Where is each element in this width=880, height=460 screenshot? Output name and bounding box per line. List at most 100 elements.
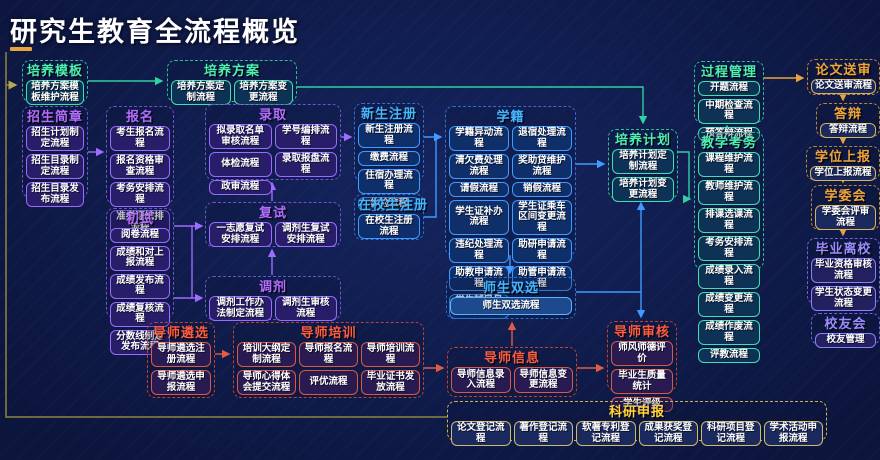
- flow-item[interactable]: 成绩复核流程: [110, 301, 170, 327]
- group-items-dslx: 导师遴选注册流程 导师遴选申报流程: [151, 342, 211, 395]
- flow-item[interactable]: 培养计划变更流程: [612, 177, 674, 202]
- flow-item[interactable]: 请假流程: [449, 182, 509, 197]
- flow-item[interactable]: 成绩作废流程: [698, 320, 760, 345]
- flow-item[interactable]: 销假流程: [512, 182, 572, 197]
- flow-item[interactable]: 导师遴选申报流程: [151, 370, 211, 395]
- flow-item[interactable]: 成果获奖登记流程: [638, 421, 698, 446]
- group-items-xwsb: 学位上报流程: [810, 166, 876, 181]
- flow-item[interactable]: 在校生注册流程: [358, 214, 420, 239]
- flow-item[interactable]: 考务安排流程: [110, 182, 170, 207]
- flow-item[interactable]: 培养方案变更流程: [233, 80, 293, 105]
- flow-item[interactable]: 导师信息变更流程: [513, 367, 573, 393]
- flow-item[interactable]: 清欠费处理流程: [449, 154, 509, 179]
- flow-item[interactable]: 软著专利登记流程: [576, 421, 636, 446]
- flow-item[interactable]: 学生证乘车区间变更流程: [512, 199, 572, 235]
- group-bylx: 毕业离校 毕业资格审核流程 学生状态变更流程: [807, 238, 880, 311]
- flow-item[interactable]: 毕业证书发放流程: [361, 370, 420, 395]
- group-zxszc: 在校生注册 在校生注册流程: [354, 194, 427, 240]
- flow-item[interactable]: 毕业生质量统计: [611, 369, 673, 394]
- flow-item[interactable]: 成绩录入流程: [698, 264, 760, 289]
- flow-item[interactable]: 考生报名流程: [110, 126, 170, 151]
- flow-item[interactable]: 助管申请流程: [512, 266, 572, 291]
- flow-item[interactable]: 招生目录发布流程: [26, 182, 84, 207]
- flow-item[interactable]: 校友管理: [815, 333, 876, 348]
- flow-item[interactable]: 住宿办理流程: [358, 168, 420, 194]
- flow-item[interactable]: 退宿处理流程: [512, 126, 572, 151]
- flow-item[interactable]: 答辩流程: [820, 123, 876, 138]
- group-items-pyjh: 培养计划定制流程 培养计划变更流程: [612, 149, 674, 202]
- flow-item[interactable]: 开题流程: [698, 81, 760, 96]
- flow-item[interactable]: 违纪处理流程: [449, 238, 509, 263]
- group-items-jxkw: 课程维护流程 教师维护流程 排课选课流程 考务安排流程 成绩录入流程 成绩变更流程 成绩作废…: [698, 152, 760, 363]
- flow-item[interactable]: 报名资格审查流程: [110, 154, 170, 179]
- flow-item[interactable]: 导师遴选注册流程: [151, 342, 211, 367]
- flow-item[interactable]: 师生双选流程: [450, 297, 572, 315]
- group-items-zsjz: 招生计划制定流程 招生目录制定流程 招生目录发布流程: [26, 126, 84, 207]
- flow-item[interactable]: 考务安排流程: [698, 236, 760, 261]
- flow-item[interactable]: 科研项目登记流程: [701, 421, 761, 446]
- flow-item[interactable]: 奖助贷维护流程: [512, 154, 572, 179]
- flow-item[interactable]: 学号编排流程: [274, 124, 337, 149]
- group-title-gcgl: 过程管理: [700, 64, 757, 79]
- group-xwh: 学委会 学委会评审流程: [811, 185, 880, 230]
- flow-item[interactable]: 培训大纲定制流程: [237, 342, 296, 367]
- flow-item[interactable]: 学籍异动流程: [449, 126, 509, 151]
- flow-item[interactable]: 成绩变更流程: [698, 292, 760, 317]
- group-title-xyh: 校友会: [824, 316, 867, 331]
- flow-item[interactable]: 论文登记流程: [451, 421, 511, 446]
- flow-item[interactable]: 录取报盘流程: [274, 152, 337, 177]
- group-lwss: 论文送审论文送审流程: [807, 59, 880, 95]
- group-xj: 学籍 学籍异动流程 退宿处理流程 清欠费处理流程 奖助贷维护流程 请假流程 销假流程 学生证补…: [445, 106, 576, 319]
- flow-item[interactable]: 师风师德评价: [611, 341, 673, 366]
- flow-item[interactable]: 助研申请流程: [512, 238, 572, 263]
- flow-item[interactable]: 阅卷流程: [110, 228, 170, 243]
- group-items-pymb: 培养方案模板维护流程: [26, 80, 84, 105]
- flow-item[interactable]: 一志愿复试安排流程: [209, 222, 272, 247]
- flow-item[interactable]: 招生目录制定流程: [26, 154, 84, 179]
- group-tj: 调剂 调剂工作办法制定流程 调剂生审核流程: [205, 276, 341, 321]
- flow-item[interactable]: 成绩发布流程: [110, 273, 170, 299]
- flow-item[interactable]: 拟录取名单审核流程: [209, 124, 272, 149]
- flow-item[interactable]: 体检流程: [358, 196, 420, 211]
- flow-item[interactable]: 教师维护流程: [698, 180, 760, 205]
- flow-item[interactable]: 体检流程: [209, 152, 272, 177]
- flow-item[interactable]: 学生状态变更流程: [811, 286, 876, 311]
- flow-item[interactable]: 著作登记流程: [513, 421, 573, 446]
- group-xszc: 新生注册 新生注册流程 缴费流程 住宿办理流程 体检流程: [354, 103, 424, 211]
- flow-item[interactable]: 培养方案模板维护流程: [26, 80, 84, 105]
- group-pyfa: 培养方案 培养方案定制流程 培养方案变更流程: [167, 60, 297, 105]
- group-title-lwss: 论文送审: [815, 62, 872, 77]
- flow-item[interactable]: 培养方案定制流程: [171, 80, 231, 105]
- group-items-xwh: 学委会评审流程: [815, 205, 876, 230]
- group-items-dssh: 师风师德评价 毕业生质量统计学生评级: [611, 341, 673, 412]
- flow-item[interactable]: 评优流程: [299, 370, 358, 395]
- flow-item[interactable]: 学生证补办流程: [449, 199, 509, 235]
- flow-item[interactable]: 学生评级: [611, 397, 673, 412]
- flow-item[interactable]: 招生计划制定流程: [26, 126, 84, 151]
- group-title-lq: 录取: [258, 107, 287, 122]
- group-dspx: 导师培训 培训大纲定制流程 导师报名流程 导师培训流程 导师心得体会提交流程 评优流程 毕业…: [233, 322, 424, 398]
- flow-item[interactable]: 导师培训流程: [361, 342, 420, 367]
- flow-item[interactable]: 毕业资格审核流程: [811, 258, 876, 283]
- flow-item[interactable]: 导师报名流程: [299, 342, 358, 367]
- flow-item[interactable]: 成绩和对上报流程: [110, 245, 170, 271]
- flow-item[interactable]: 学位上报流程: [810, 166, 876, 181]
- flow-item[interactable]: 导师心得体会提交流程: [237, 370, 296, 395]
- flow-item[interactable]: 缴费流程: [358, 151, 420, 166]
- flow-item[interactable]: 论文送审流程: [811, 79, 876, 94]
- flow-item[interactable]: 评教流程: [698, 348, 760, 363]
- flow-item[interactable]: 导师信息录入流程: [451, 367, 511, 393]
- flow-item[interactable]: 调剂生复试安排流程: [274, 222, 337, 247]
- flow-item[interactable]: 培养计划定制流程: [612, 149, 674, 174]
- flow-item[interactable]: 调剂生审核流程: [274, 296, 337, 321]
- flow-item[interactable]: 新生注册流程: [358, 123, 420, 148]
- flow-item[interactable]: 学委会评审流程: [815, 205, 876, 230]
- flow-item[interactable]: 排课选课流程: [698, 208, 760, 233]
- flow-item[interactable]: 学术活动申报流程: [763, 421, 823, 446]
- flow-item[interactable]: 中期检查流程: [698, 98, 760, 124]
- flow-item[interactable]: 课程维护流程: [698, 152, 760, 177]
- flow-item[interactable]: 政审流程: [209, 180, 272, 195]
- group-sssx: 师生双选 师生双选流程: [446, 277, 576, 319]
- flow-item[interactable]: 调剂工作办法制定流程: [209, 296, 272, 321]
